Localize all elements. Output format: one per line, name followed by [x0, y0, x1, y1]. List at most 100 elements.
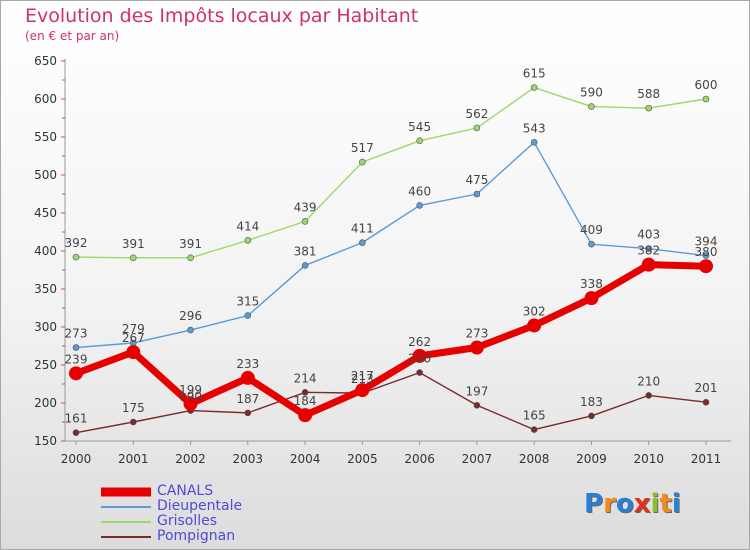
data-point: [129, 418, 137, 426]
data-point: [187, 326, 194, 334]
data-label: 460: [408, 184, 431, 198]
logo-letter: i: [671, 489, 681, 519]
data-point: [641, 257, 656, 272]
data-point: [527, 318, 542, 333]
data-label: 391: [179, 237, 202, 251]
logo-letter: x: [633, 489, 651, 519]
data-label: 543: [523, 121, 546, 135]
data-point: [301, 262, 309, 269]
data-label: 273: [65, 327, 88, 341]
data-point: [187, 254, 194, 262]
x-tick-label: 2010: [633, 452, 664, 466]
data-point: [702, 252, 710, 259]
y-tick-label: 400: [34, 244, 57, 258]
x-tick-label: 2007: [462, 452, 493, 466]
y-tick-label: 250: [34, 358, 57, 372]
data-point: [359, 158, 366, 166]
data-label: 302: [523, 304, 546, 318]
data-label: 381: [294, 244, 317, 258]
data-label: 414: [236, 219, 259, 233]
data-point: [473, 190, 481, 198]
data-point: [129, 254, 137, 262]
x-tick-label: 2009: [576, 452, 607, 466]
y-tick-label: 600: [34, 92, 57, 106]
y-tick-label: 350: [34, 282, 57, 296]
x-tick-label: 2011: [691, 452, 722, 466]
data-point: [244, 237, 252, 244]
data-label: 475: [465, 173, 488, 187]
logo-letter: o: [615, 489, 634, 519]
data-label: 403: [637, 228, 660, 242]
data-point: [298, 408, 313, 423]
data-point: [588, 240, 595, 248]
data-point: [702, 95, 710, 103]
legend-swatch: [101, 536, 151, 538]
data-point: [244, 312, 252, 319]
y-tick-label: 150: [34, 434, 57, 448]
data-label: 411: [351, 222, 374, 236]
logo-letter: r: [603, 489, 616, 519]
data-label: 380: [695, 245, 718, 259]
legend-swatch: [101, 521, 151, 523]
x-tick-label: 2006: [404, 452, 435, 466]
x-tick-label: 2005: [347, 452, 378, 466]
data-label: 517: [351, 141, 374, 155]
data-label: 201: [695, 381, 718, 395]
legend-swatch: [101, 506, 151, 508]
data-point: [126, 345, 141, 360]
data-label: 409: [580, 223, 603, 237]
data-label: 391: [122, 237, 145, 251]
data-point: [412, 348, 427, 363]
data-point: [359, 239, 366, 246]
data-label: 214: [294, 371, 317, 385]
legend-label: CANALS: [157, 483, 214, 499]
data-point: [530, 426, 538, 433]
data-point: [699, 259, 713, 274]
data-point: [530, 84, 538, 91]
data-label: 161: [65, 412, 88, 426]
data-point: [301, 218, 309, 225]
data-point: [72, 429, 80, 436]
data-label: 187: [236, 392, 259, 406]
data-point: [416, 137, 423, 145]
data-label: 190: [179, 390, 202, 404]
data-label: 600: [695, 78, 718, 92]
x-tick-label: 2008: [519, 452, 550, 466]
data-label: 382: [637, 244, 660, 258]
y-tick-label: 650: [34, 54, 57, 68]
legend-item: Pompignan: [101, 529, 242, 544]
data-point: [72, 253, 80, 261]
data-point: [584, 291, 599, 306]
data-label: 615: [523, 67, 546, 81]
y-tick-label: 550: [34, 130, 57, 144]
x-tick-label: 2001: [118, 452, 149, 466]
proxiti-logo: Proxiti: [584, 489, 681, 519]
data-point: [240, 370, 255, 385]
data-label: 279: [122, 322, 145, 336]
data-label: 439: [294, 200, 317, 214]
logo-letter: i: [650, 489, 660, 519]
y-tick-label: 300: [34, 320, 57, 334]
legend: CANALS Dieupentale Grisolles Pompignan: [101, 484, 242, 544]
legend-swatch: [101, 487, 151, 497]
data-point: [416, 202, 423, 209]
data-point: [530, 139, 538, 146]
data-label: 197: [465, 384, 488, 398]
series-line-dieupentale: [75, 141, 707, 349]
data-label: 545: [408, 120, 431, 134]
data-label: 210: [637, 374, 660, 388]
data-label: 262: [408, 335, 431, 349]
data-label: 183: [580, 395, 603, 409]
logo-letter: t: [659, 489, 672, 519]
legend-label: Dieupentale: [157, 498, 243, 514]
data-label: 199: [179, 383, 202, 397]
data-label: 590: [580, 86, 603, 100]
data-point: [702, 398, 710, 406]
legend-item: Grisolles: [101, 514, 242, 529]
data-label: 217: [351, 369, 374, 383]
legend-item: CANALS: [101, 484, 242, 499]
x-tick-label: 2000: [61, 452, 92, 466]
data-point: [588, 412, 595, 420]
x-tick-label: 2003: [233, 452, 264, 466]
